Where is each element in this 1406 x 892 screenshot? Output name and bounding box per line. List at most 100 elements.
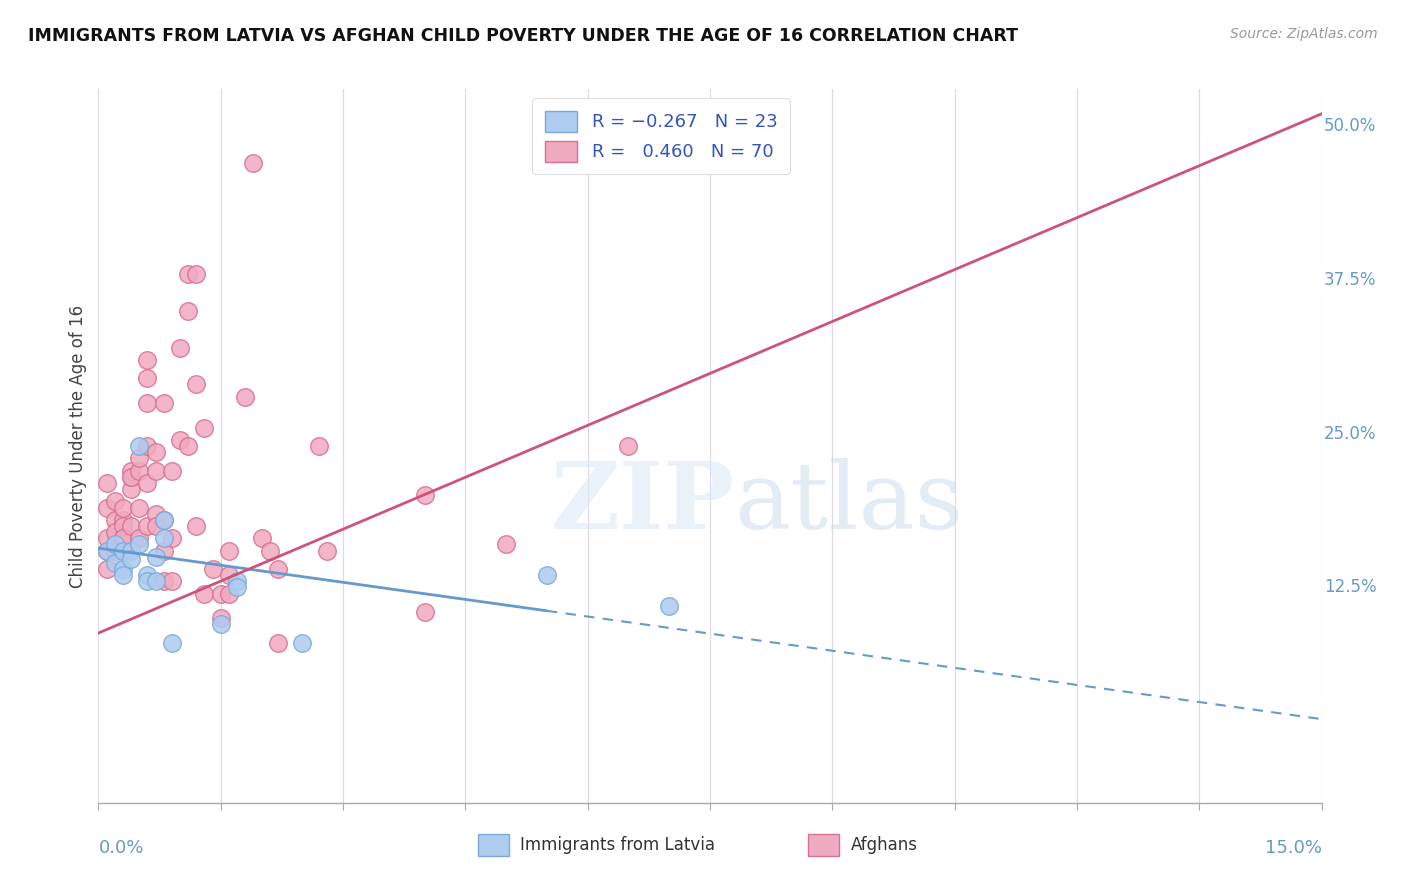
Text: IMMIGRANTS FROM LATVIA VS AFGHAN CHILD POVERTY UNDER THE AGE OF 16 CORRELATION C: IMMIGRANTS FROM LATVIA VS AFGHAN CHILD P… [28, 27, 1018, 45]
Point [152, 513, 174, 527]
Legend: R = −0.267   N = 23, R =   0.460   N = 70: R = −0.267 N = 23, R = 0.460 N = 70 [531, 98, 790, 174]
Point [226, 574, 249, 589]
Point [120, 469, 142, 483]
Point [169, 433, 191, 447]
Point [96, 531, 118, 545]
Point [111, 519, 134, 533]
Point [250, 531, 273, 545]
Point [136, 519, 159, 533]
Point [128, 464, 150, 478]
Point [186, 377, 208, 392]
Point [104, 513, 127, 527]
Point [128, 451, 150, 466]
Point [120, 464, 142, 478]
Point [128, 537, 150, 551]
Point [145, 464, 167, 478]
Text: 12.5%: 12.5% [1324, 579, 1376, 597]
Point [267, 636, 290, 650]
Point [104, 543, 127, 558]
Text: 25.0%: 25.0% [1324, 425, 1376, 442]
Point [145, 549, 167, 564]
Point [233, 390, 256, 404]
Point [104, 525, 127, 540]
Point [120, 543, 142, 558]
Point [145, 445, 167, 459]
Point [218, 543, 240, 558]
Point [111, 531, 134, 545]
Point [160, 531, 183, 545]
Point [104, 494, 127, 508]
Point [136, 371, 159, 385]
Point [177, 303, 200, 318]
Point [111, 531, 134, 545]
Point [177, 439, 200, 453]
Point [218, 568, 240, 582]
Point [128, 531, 150, 545]
Point [186, 267, 208, 281]
Y-axis label: Child Poverty Under the Age of 16: Child Poverty Under the Age of 16 [69, 304, 87, 588]
Point [128, 500, 150, 515]
Point [413, 605, 436, 619]
Point [218, 587, 240, 601]
Point [169, 341, 191, 355]
Point [136, 352, 159, 367]
Point [267, 562, 290, 576]
Point [413, 488, 436, 502]
Point [177, 267, 200, 281]
Point [96, 562, 118, 576]
Point [536, 568, 558, 582]
Point [160, 464, 183, 478]
Point [136, 568, 159, 582]
Text: ZIP: ZIP [550, 458, 734, 548]
Point [259, 543, 281, 558]
Point [96, 543, 118, 558]
Point [160, 574, 183, 589]
Point [193, 420, 215, 434]
Text: Immigrants from Latvia: Immigrants from Latvia [520, 836, 716, 855]
Point [152, 396, 174, 410]
Point [186, 519, 208, 533]
Point [201, 562, 224, 576]
Point [111, 513, 134, 527]
Point [152, 513, 174, 527]
Point [136, 439, 159, 453]
Point [120, 482, 142, 496]
Point [128, 439, 150, 453]
Point [111, 568, 134, 582]
Point [111, 543, 134, 558]
Text: Source: ZipAtlas.com: Source: ZipAtlas.com [1230, 27, 1378, 41]
Point [308, 439, 330, 453]
Point [111, 562, 134, 576]
Text: 50.0%: 50.0% [1324, 117, 1376, 135]
Point [152, 531, 174, 545]
Point [209, 587, 232, 601]
Point [242, 156, 264, 170]
Point [145, 574, 167, 589]
Point [120, 552, 142, 566]
Point [226, 581, 249, 595]
Point [152, 574, 174, 589]
Point [291, 636, 314, 650]
Text: 15.0%: 15.0% [1264, 838, 1322, 856]
Text: 37.5%: 37.5% [1324, 271, 1376, 289]
Text: 0.0%: 0.0% [98, 838, 143, 856]
Point [145, 519, 167, 533]
Point [209, 611, 232, 625]
Point [209, 617, 232, 632]
Point [136, 574, 159, 589]
Point [111, 543, 134, 558]
Point [495, 537, 517, 551]
Point [104, 556, 127, 570]
Point [152, 543, 174, 558]
Text: atlas: atlas [734, 458, 963, 548]
Point [120, 469, 142, 483]
Point [111, 500, 134, 515]
Point [96, 500, 118, 515]
Point [193, 587, 215, 601]
Text: Afghans: Afghans [851, 836, 918, 855]
Point [315, 543, 337, 558]
Point [96, 475, 118, 490]
Point [136, 475, 159, 490]
Point [120, 519, 142, 533]
Point [104, 537, 127, 551]
